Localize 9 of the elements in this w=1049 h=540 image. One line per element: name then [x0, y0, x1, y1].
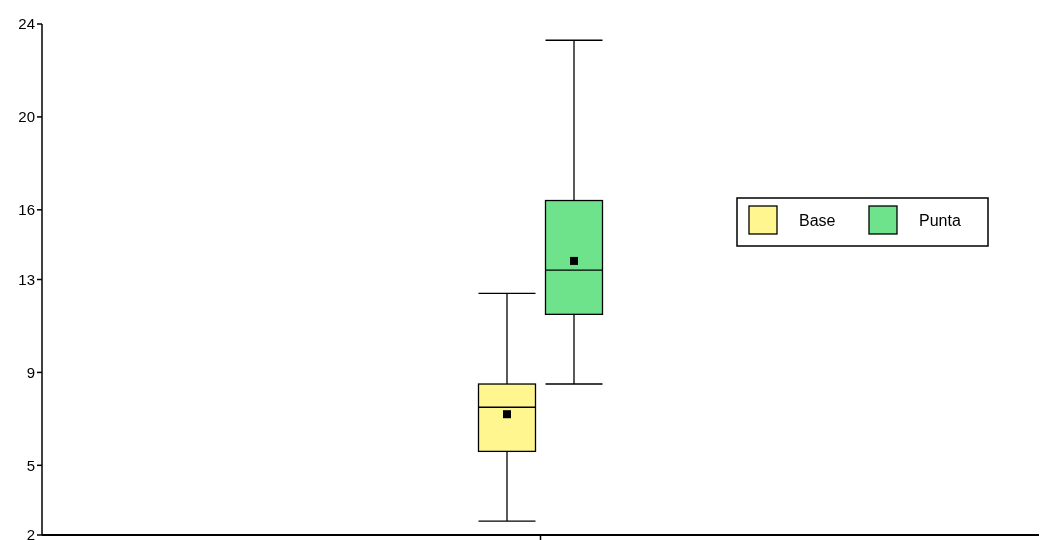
y-tick-label: 16: [18, 201, 35, 219]
y-tick-label: 5: [26, 456, 35, 474]
y-tick-label: 24: [18, 15, 35, 33]
legend-label: Base: [799, 211, 836, 229]
y-tick-label: 9: [26, 363, 35, 381]
y-tick-label: 20: [18, 108, 35, 126]
legend-label: Punta: [919, 211, 961, 229]
y-tick-label: 2: [26, 526, 35, 540]
y-tick-label: 13: [18, 270, 35, 288]
